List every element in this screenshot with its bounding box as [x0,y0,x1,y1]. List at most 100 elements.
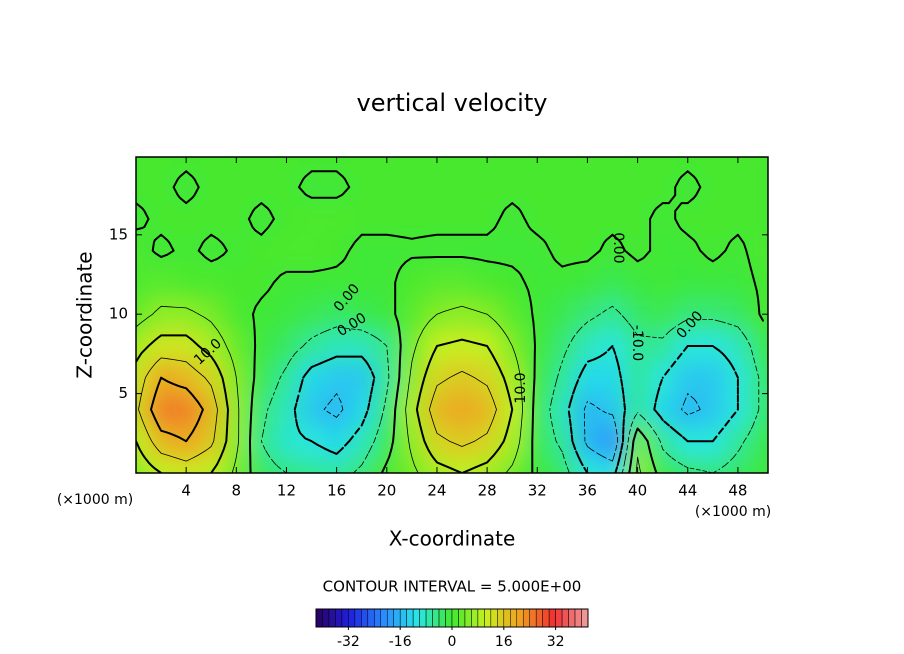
field-cell [750,425,768,458]
field-cell [223,298,250,331]
field-cell [750,393,768,426]
x-tick-label: 20 [377,482,396,500]
field-cell [273,330,300,363]
field-cell [299,457,325,473]
field-cell [700,393,726,426]
contour-interval: CONTOUR INTERVAL = 5.000E+00 [323,578,582,596]
colorbar-tick-label: 0 [448,634,457,650]
colorbar-swatch [399,608,407,628]
field-cell [148,157,175,172]
contour-label: -10.0 [629,325,645,361]
field-cell [524,171,551,204]
contour-line [150,376,204,443]
field-cell [524,393,551,426]
field-cell [549,234,576,268]
field-cell [173,266,200,299]
colorbar-swatch [464,608,472,628]
field-cell [173,457,200,473]
field-cell [524,361,551,395]
field-cell [574,298,601,331]
colorbar-swatch [335,608,343,628]
field-cell [599,266,626,299]
field-cell [625,171,651,204]
field-cell [625,157,651,172]
field-cell [700,203,726,236]
field-cell [223,203,250,236]
field-cell [273,157,300,172]
field-cell [725,171,751,204]
chart-title: vertical velocity [357,89,548,117]
field-cell [675,393,701,426]
field-cell [324,393,350,426]
field-cell [750,234,768,268]
field-cell [449,171,476,204]
field-cell [524,425,551,458]
field-cell [248,157,275,172]
colorbar-swatch [561,608,569,628]
field-cell [349,157,375,172]
colorbar-swatch [419,608,427,628]
field-cell [474,361,501,395]
colorbar-swatch [490,608,498,628]
field-cell [750,157,768,172]
field-cell [499,266,526,299]
field-cell [675,457,701,473]
colorbar-swatch [322,608,330,628]
field-cell [700,298,726,331]
field-cell [599,393,626,426]
field-cell [273,425,300,458]
colorbar-tick-label: -32 [337,634,360,650]
field-cell [499,157,526,172]
field-cell [399,203,425,236]
field-cell [248,457,275,473]
field-cell [524,330,551,363]
colorbar-swatch [574,608,582,628]
plot-frame [135,156,769,474]
field-cell [449,425,476,458]
field-cell [574,203,601,236]
colorbar-swatch [516,608,524,628]
field-cell [173,298,200,331]
x-axis-label: X-coordinate [389,527,516,551]
field-cell [750,457,768,473]
field-cell [725,157,751,172]
field-cell [474,203,501,236]
field-cell [474,393,501,426]
field-cell [374,234,400,268]
field-cell [599,171,626,204]
field-cell [374,457,400,473]
field [136,157,768,473]
colorbar-swatch [542,608,550,628]
field-cell [750,266,768,299]
field-cell [474,171,501,204]
field-cell [599,298,626,331]
field-cell [223,171,250,204]
field-cell [324,157,350,172]
field-cell [650,266,676,299]
colorbar-swatch [555,608,563,628]
field-cell [675,203,701,236]
field-cell [248,330,275,363]
field-cell [499,203,526,236]
field-cell [424,171,450,204]
field-cell [499,171,526,204]
field-cell [625,361,651,395]
field-cell [349,171,375,204]
field-cell [449,157,476,172]
field-cell [449,298,476,331]
field-cell [399,157,425,172]
field-cell [424,457,450,473]
field-cell [299,234,325,268]
colorbar-swatch [568,608,576,628]
field-cell [499,298,526,331]
field-cell [173,171,200,204]
field-cell [650,157,676,172]
colorbar-swatch [386,608,394,628]
colorbar-swatch [535,608,543,628]
field-cell [574,393,601,426]
field-cell [299,298,325,331]
colorbar-swatch [348,608,356,628]
field-cell [474,457,501,473]
field-cell [136,393,150,426]
